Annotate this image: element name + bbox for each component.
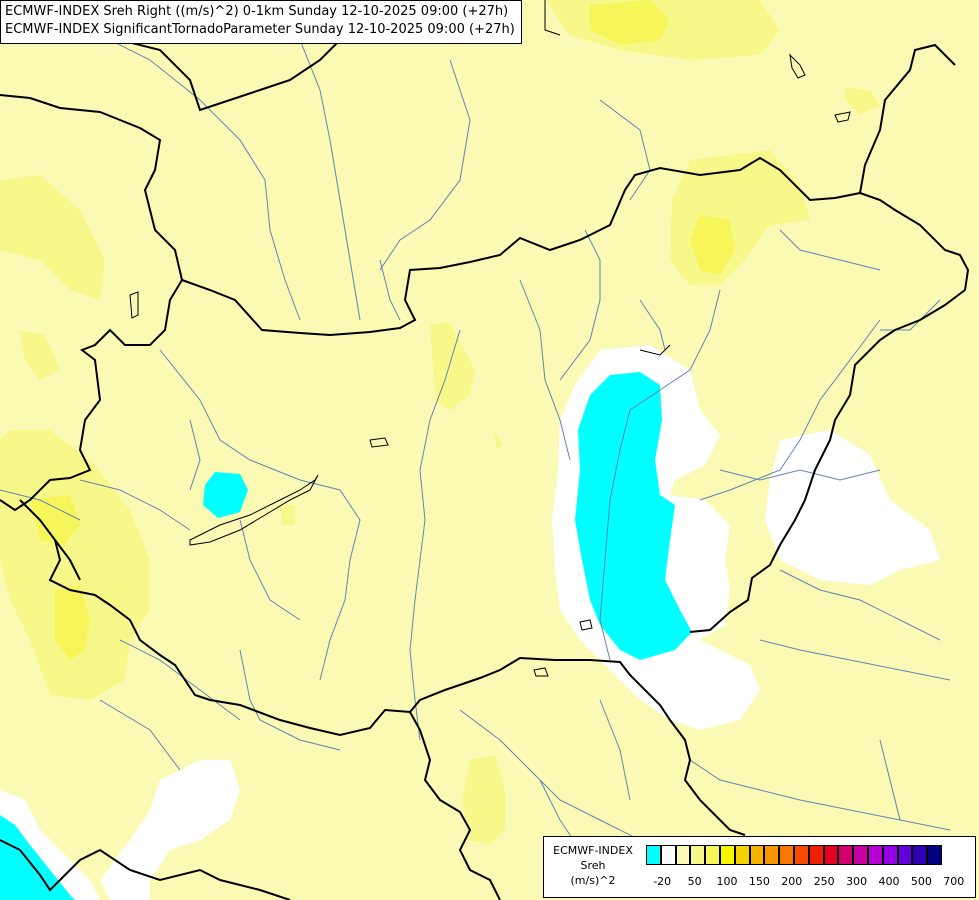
legend-swatch: [690, 845, 706, 865]
legend-swatch: [719, 845, 735, 865]
legend-ticks: -20 50 100 150 200 250 300 400 500 700: [646, 875, 971, 889]
legend-swatch: [882, 845, 898, 865]
legend-tick-label: 200: [781, 875, 803, 888]
legend-swatch: [646, 845, 661, 865]
color-legend: ECMWF-INDEX Sreh (m/s)^2 -20 50 100 150 200 2…: [543, 836, 976, 898]
legend-swatch: [838, 845, 854, 865]
legend-swatch: [734, 845, 750, 865]
legend-tick-label: -20: [653, 875, 672, 888]
legend-tick-label: 500: [910, 875, 932, 888]
legend-swatch: [897, 845, 913, 865]
legend-swatch: [660, 845, 676, 865]
legend-swatch: [853, 845, 868, 865]
legend-tick-label: 300: [846, 875, 868, 888]
legend-swatch: [705, 845, 720, 865]
legend-swatch: [823, 845, 839, 865]
title-line-1: ECMWF-INDEX Sreh Right ((m/s)^2) 0-1km S…: [5, 4, 509, 19]
rivers: [0, 39, 951, 851]
legend-label-line-1: ECMWF-INDEX: [553, 844, 633, 857]
map-title-box: ECMWF-INDEX Sreh Right ((m/s)^2) 0-1km S…: [0, 0, 522, 44]
legend-swatch: [912, 845, 928, 865]
legend-swatches: [646, 845, 942, 865]
legend-tick-label: 700: [943, 875, 965, 888]
legend-label: ECMWF-INDEX Sreh (m/s)^2: [544, 843, 642, 888]
legend-tick-label: 250: [813, 875, 835, 888]
legend-swatch: [867, 845, 883, 865]
sreh-light-yellow-areas: [0, 0, 880, 845]
legend-tick-label: 150: [748, 875, 770, 888]
legend-tick-label: 100: [716, 875, 738, 888]
sreh-cyan-areas: [0, 372, 692, 900]
legend-swatch: [927, 845, 942, 865]
legend-label-line-3: (m/s)^2: [570, 874, 616, 887]
legend-swatch: [749, 845, 765, 865]
legend-swatch: [764, 845, 780, 865]
legend-swatch: [808, 845, 824, 865]
legend-swatch: [793, 845, 809, 865]
lakes: [129, 53, 851, 677]
legend-tick-label: 50: [687, 875, 702, 888]
legend-swatch: [779, 845, 794, 865]
title-line-2: ECMWF-INDEX SignificantTornadoParameter …: [5, 22, 515, 37]
legend-tick-label: 400: [878, 875, 900, 888]
minor-borders: [544, 0, 671, 356]
legend-label-line-2: Sreh: [580, 859, 606, 872]
legend-swatch: [675, 845, 691, 865]
sreh-yellow-areas: [30, 0, 735, 660]
